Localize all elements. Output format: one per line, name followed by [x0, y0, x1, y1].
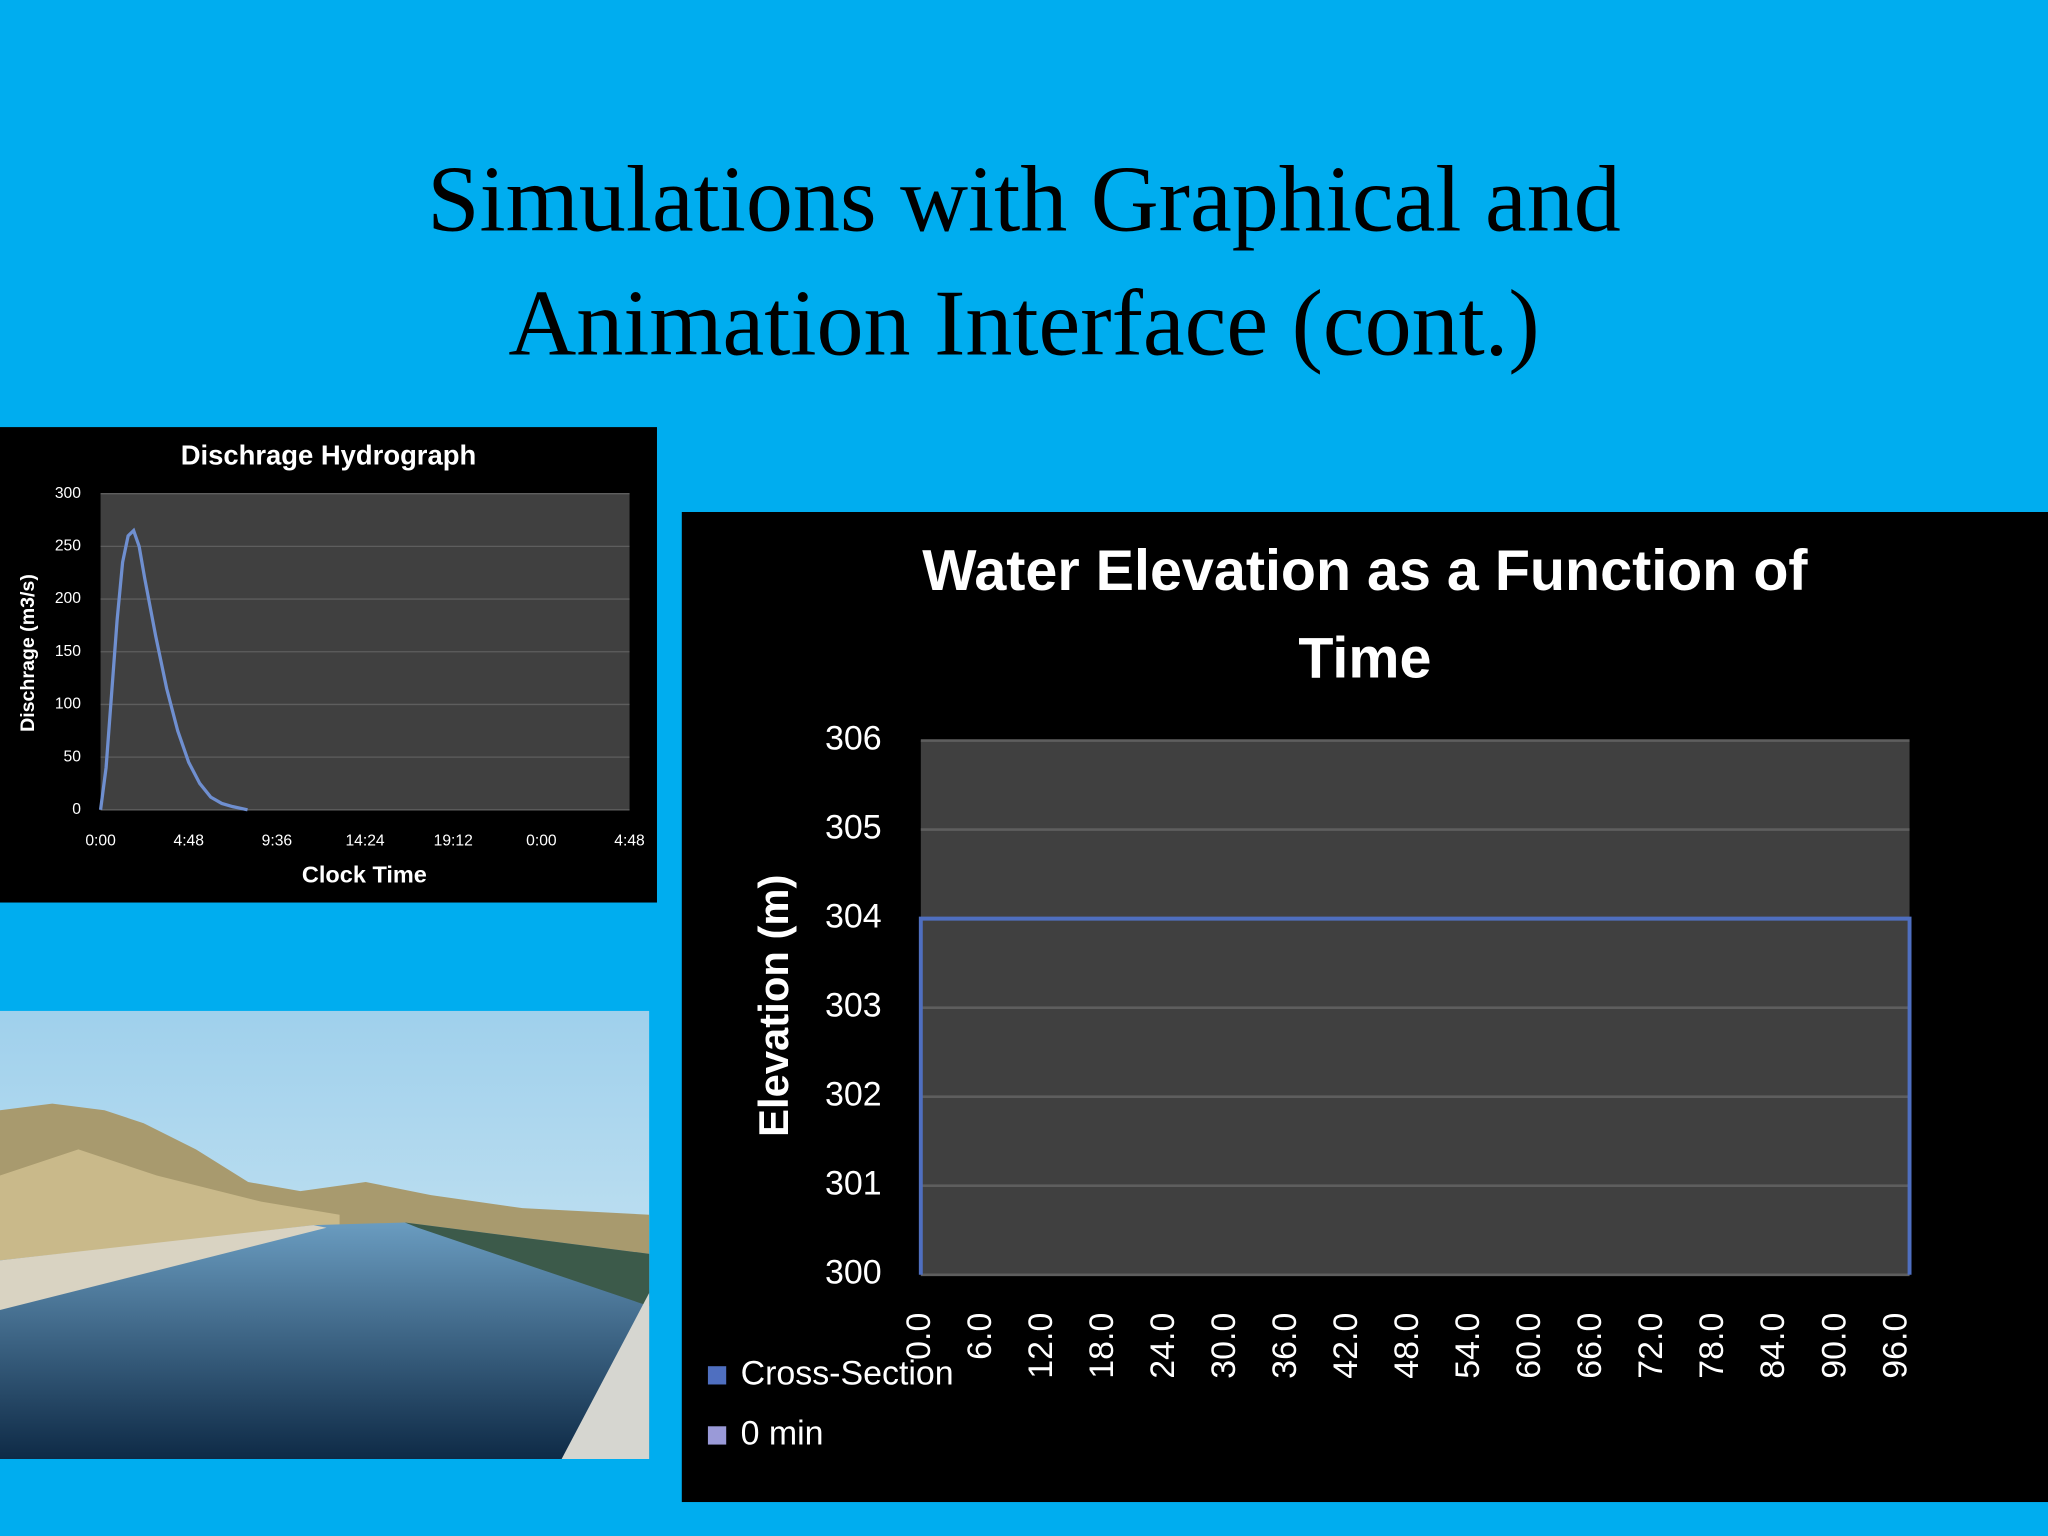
x-tick-label: 19:12 [434, 832, 473, 849]
x-tick-label: 30.0 [1205, 1313, 1243, 1379]
photo [0, 1010, 650, 1459]
legend-swatch [707, 1366, 727, 1385]
series-line [918, 916, 1912, 1275]
x-tick-label: 0.0 [900, 1313, 938, 1360]
x-tick-label: 90.0 [1815, 1313, 1853, 1379]
x-tick-label: 4:48 [614, 832, 645, 849]
x-tick-label: 96.0 [1876, 1313, 1914, 1379]
x-tick-label: 60.0 [1510, 1313, 1548, 1379]
legend-swatch [707, 1426, 727, 1445]
y-tick-label: 250 [55, 538, 81, 555]
y-tick-label: 50 [64, 748, 82, 765]
x-tick-label: 0:00 [85, 832, 116, 849]
x-tick-label: 42.0 [1327, 1313, 1365, 1379]
y-axis-label: Dischrage (m3/s) [17, 574, 39, 732]
y-tick-label: 0 [72, 801, 81, 818]
x-axis-label: Clock Time [302, 862, 427, 888]
chart-title: Time [1298, 626, 1431, 690]
x-tick-label: 66.0 [1571, 1313, 1609, 1379]
y-tick-label: 150 [55, 643, 81, 660]
slide-title: Animation Interface (cont.) [508, 272, 1539, 376]
x-tick-label: 4:48 [173, 832, 204, 849]
chart-title: Dischrage Hydrograph [181, 439, 476, 470]
x-tick-label: 54.0 [1449, 1313, 1487, 1379]
chart: Dischrage Hydrograph 0 50 100 150 200 250 300 0:… [0, 427, 657, 903]
x-tick-label: 24.0 [1144, 1313, 1182, 1379]
y-tick-label: 303 [825, 987, 882, 1025]
y-tick-label: 305 [825, 809, 882, 847]
y-tick-label: 306 [825, 720, 882, 758]
x-tick-label: 48.0 [1388, 1313, 1426, 1379]
x-tick-label: 14:24 [345, 832, 384, 849]
x-tick-label: 18.0 [1083, 1313, 1121, 1379]
y-tick-label: 200 [55, 590, 81, 607]
x-tick-label: 0:00 [526, 832, 557, 849]
legend-label: 0 min [741, 1414, 824, 1452]
x-tick-label: 9:36 [262, 832, 293, 849]
y-tick-label: 300 [825, 1254, 882, 1292]
y-axis-label: Elevation (m) [750, 875, 797, 1137]
y-tick-label: 302 [825, 1076, 882, 1114]
chart: Water Elevation as a Function of Time 300 3… [681, 512, 2048, 1503]
slide-title: Simulations with Graphical and [427, 148, 1620, 252]
y-tick-label: 301 [825, 1165, 882, 1203]
x-tick-label: 36.0 [1266, 1313, 1304, 1379]
chart-title: Water Elevation as a Function of [922, 539, 1808, 603]
x-tick-label: 12.0 [1022, 1313, 1060, 1379]
x-tick-label: 78.0 [1693, 1313, 1731, 1379]
legend-label: Cross-Section [741, 1354, 954, 1392]
x-tick-label: 84.0 [1754, 1313, 1792, 1379]
x-tick-label: 72.0 [1632, 1313, 1670, 1379]
y-tick-label: 300 [55, 485, 81, 502]
x-tick-label: 6.0 [961, 1313, 999, 1360]
y-tick-label: 100 [55, 696, 81, 713]
y-tick-label: 304 [825, 898, 882, 936]
series-line [98, 527, 248, 812]
